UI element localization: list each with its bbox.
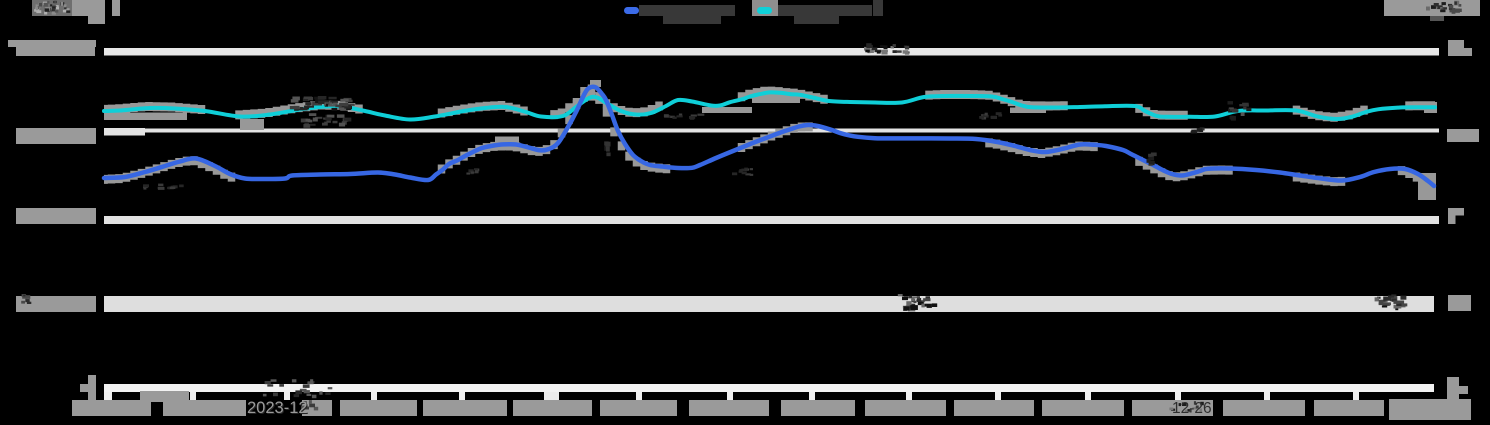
- svg-text:2023-12: 2023-12: [248, 400, 309, 418]
- svg-text:2023-12: 2023-12: [247, 399, 308, 417]
- svg-text:12-26: 12-26: [1172, 400, 1212, 417]
